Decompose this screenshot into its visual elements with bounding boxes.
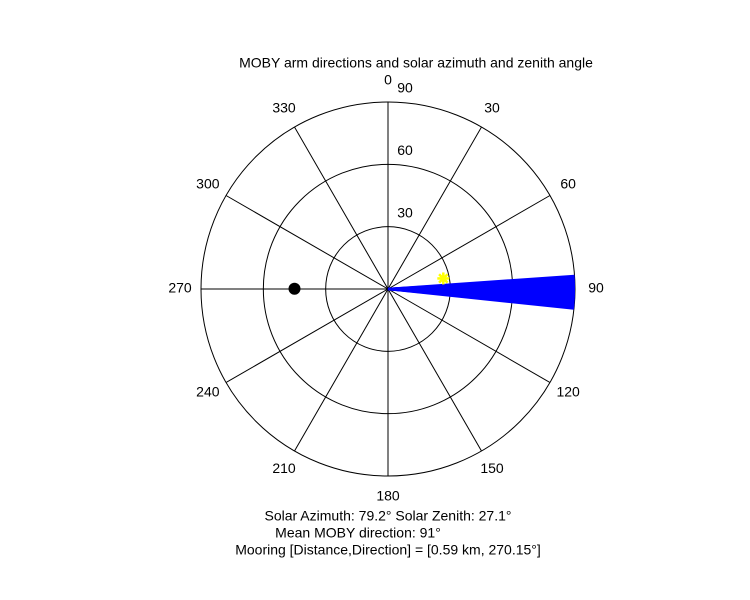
grid-spoke: [225, 288, 389, 383]
grid-spoke: [387, 126, 482, 290]
annotation: Solar Azimuth: 79.2° Solar Zenith: 27.1°: [265, 508, 512, 524]
sun-marker: [437, 272, 450, 285]
arm-direction: [387, 287, 575, 310]
theta-tick-label: 30: [484, 100, 500, 116]
theta-tick-label: 60: [560, 176, 576, 192]
theta-tick-label: 0: [384, 72, 392, 88]
theta-tick-label: 180: [376, 488, 400, 504]
theta-tick-label: 90: [588, 280, 604, 296]
sun-ray: [438, 273, 449, 284]
grid-spoke: [294, 126, 389, 290]
grid-spoke: [294, 288, 389, 452]
theta-tick-label: 330: [272, 100, 296, 116]
grid-spoke: [387, 288, 482, 452]
theta-tick-label: 210: [272, 460, 296, 476]
theta-tick-label: 120: [556, 384, 580, 400]
grid-spoke: [225, 195, 389, 290]
annotation: Mooring [Distance,Direction] = [0.59 km,…: [235, 542, 541, 558]
mooring-marker: [288, 282, 301, 295]
grid-spoke: [387, 195, 551, 290]
r-tick-label: 60: [397, 142, 413, 158]
theta-tick-label: 240: [196, 384, 220, 400]
annotation: Mean MOBY direction: 91°: [275, 525, 441, 541]
theta-tick-label: 300: [196, 176, 220, 192]
r-tick-label: 90: [397, 80, 413, 96]
r-tick-label: 30: [397, 204, 413, 220]
theta-tick-label: 150: [480, 460, 504, 476]
grid-spoke: [387, 288, 551, 383]
theta-tick-label: 270: [168, 280, 192, 296]
chart-title: MOBY arm directions and solar azimuth an…: [239, 55, 593, 71]
